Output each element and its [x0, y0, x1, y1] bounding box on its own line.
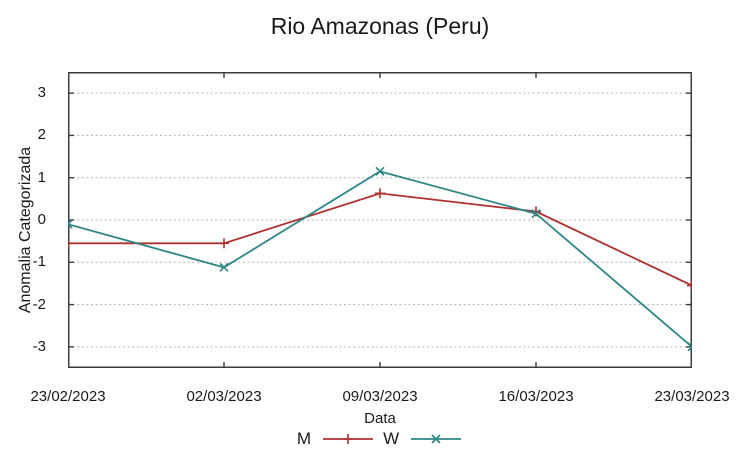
- legend-item-M: M: [297, 429, 375, 449]
- y-tick-label: -3: [32, 337, 46, 355]
- legend-line-sample: [323, 434, 374, 444]
- x-tick-label: 09/03/2023: [342, 388, 418, 405]
- x-tick-label: 02/03/2023: [186, 388, 262, 405]
- legend-label: M: [296, 429, 312, 448]
- y-tick-label: -1: [32, 253, 46, 271]
- x-tick-label: 23/02/2023: [30, 388, 106, 405]
- legend-item-W: W: [383, 429, 463, 449]
- y-tick-label: 3: [37, 84, 46, 102]
- x-axis-label: Data: [364, 410, 396, 427]
- y-tick-label: 1: [37, 168, 46, 186]
- legend-line-sample: [411, 434, 462, 444]
- series-M-line: [68, 192, 692, 287]
- y-tick-label: 0: [37, 211, 46, 228]
- chart-title: Rio Amazonas (Peru): [270, 13, 490, 39]
- plot-area-svg: [68, 72, 692, 368]
- y-tick-label: -2: [32, 295, 46, 313]
- plot-border: [68, 72, 692, 368]
- x-tick-label: 16/03/2023: [498, 388, 574, 405]
- y-tick-label: 2: [37, 126, 46, 144]
- plot-area: [68, 72, 692, 368]
- x-tick-label: 23/03/2023: [654, 388, 730, 405]
- legend-label: W: [383, 429, 400, 448]
